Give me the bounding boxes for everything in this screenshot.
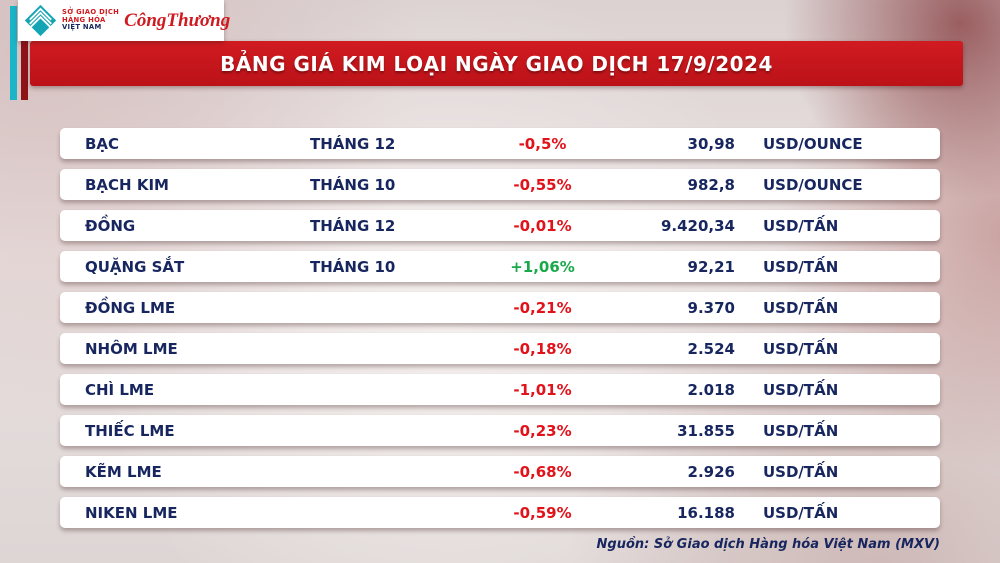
price-unit: USD/TẤN — [763, 339, 839, 358]
price-value: 30,98 — [687, 134, 735, 153]
table-row: NIKEN LME -0,59% 16.188 USD/TẤN — [60, 497, 940, 528]
price-unit: USD/OUNCE — [763, 175, 863, 194]
contract-month: THÁNG 12 — [310, 216, 396, 235]
change-percent: -1,01% — [513, 380, 572, 399]
price-unit: USD/TẤN — [763, 421, 839, 440]
commodity-name: BẠCH KIM — [85, 175, 169, 194]
contract-month: THÁNG 10 — [310, 175, 396, 194]
price-unit: USD/OUNCE — [763, 134, 863, 153]
price-value: 9.370 — [687, 298, 735, 317]
commodity-name: NHÔM LME — [85, 339, 178, 358]
mxv-diamond-icon — [24, 4, 57, 37]
commodity-name: ĐỒNG — [85, 216, 136, 235]
change-percent: -0,23% — [513, 421, 572, 440]
table-row: BẠCH KIM THÁNG 10 -0,55% 982,8 USD/OUNCE — [60, 169, 940, 200]
price-value: 2.926 — [687, 462, 735, 481]
commodity-name: THIẾC LME — [85, 421, 175, 440]
change-percent: +1,06% — [510, 257, 575, 276]
change-percent: -0,68% — [513, 462, 572, 481]
commodity-name: BẠC — [85, 134, 120, 153]
price-value: 2.524 — [687, 339, 735, 358]
title-banner: BẢNG GIÁ KIM LOẠI NGÀY GIAO DỊCH 17/9/20… — [30, 41, 963, 86]
logo-box: SỞ GIAO DỊCH HÀNG HÓA VIỆT NAM CôngThươn… — [18, 0, 230, 41]
accent-bar-red — [21, 30, 28, 100]
mxv-line3: VIỆT NAM — [62, 23, 102, 32]
commodity-name: CHÌ LME — [85, 380, 155, 399]
accent-bar-cyan — [10, 6, 17, 100]
contract-month: THÁNG 10 — [310, 257, 396, 276]
page-title: BẢNG GIÁ KIM LOẠI NGÀY GIAO DỊCH 17/9/20… — [220, 51, 773, 76]
table-row: QUẶNG SẮT THÁNG 10 +1,06% 92,21 USD/TẤN — [60, 251, 940, 282]
cong-thuong-logo: CôngThương — [124, 9, 231, 31]
price-value: 16.188 — [677, 503, 735, 522]
price-unit: USD/TẤN — [763, 257, 839, 276]
price-unit: USD/TẤN — [763, 216, 839, 235]
commodity-name: QUẶNG SẮT — [85, 257, 185, 276]
table-row: ĐỒNG THÁNG 12 -0,01% 9.420,34 USD/TẤN — [60, 210, 940, 241]
price-unit: USD/TẤN — [763, 503, 839, 522]
table-row: CHÌ LME -1,01% 2.018 USD/TẤN — [60, 374, 940, 405]
commodity-name: NIKEN LME — [85, 503, 178, 522]
table-row: KẼM LME -0,68% 2.926 USD/TẤN — [60, 456, 940, 487]
change-percent: -0,21% — [513, 298, 572, 317]
table-row: NHÔM LME -0,18% 2.524 USD/TẤN — [60, 333, 940, 364]
change-percent: -0,55% — [513, 175, 572, 194]
table-row: THIẾC LME -0,23% 31.855 USD/TẤN — [60, 415, 940, 446]
commodity-name: ĐỒNG LME — [85, 298, 176, 317]
price-value: 2.018 — [687, 380, 735, 399]
change-percent: -0,18% — [513, 339, 572, 358]
price-unit: USD/TẤN — [763, 380, 839, 399]
table-row: ĐỒNG LME -0,21% 9.370 USD/TẤN — [60, 292, 940, 323]
commodity-name: KẼM LME — [85, 462, 162, 481]
price-value: 9.420,34 — [660, 216, 735, 235]
mxv-logo-text: SỞ GIAO DỊCH HÀNG HÓA VIỆT NAM — [62, 7, 120, 32]
mxv-line1: SỞ GIAO DỊCH — [62, 7, 120, 16]
source-note: Nguồn: Sở Giao dịch Hàng hóa Việt Nam (M… — [596, 537, 940, 552]
price-value: 92,21 — [687, 257, 735, 276]
price-table: BẠC THÁNG 12 -0,5% 30,98 USD/OUNCE BẠCH … — [60, 128, 940, 538]
change-percent: -0,01% — [513, 216, 572, 235]
price-unit: USD/TẤN — [763, 462, 839, 481]
mxv-line2: HÀNG HÓA — [62, 15, 106, 24]
contract-month: THÁNG 12 — [310, 134, 396, 153]
price-unit: USD/TẤN — [763, 298, 839, 317]
price-value: 982,8 — [687, 175, 735, 194]
price-value: 31.855 — [677, 421, 735, 440]
table-row: BẠC THÁNG 12 -0,5% 30,98 USD/OUNCE — [60, 128, 940, 159]
change-percent: -0,5% — [518, 134, 567, 153]
change-percent: -0,59% — [513, 503, 572, 522]
